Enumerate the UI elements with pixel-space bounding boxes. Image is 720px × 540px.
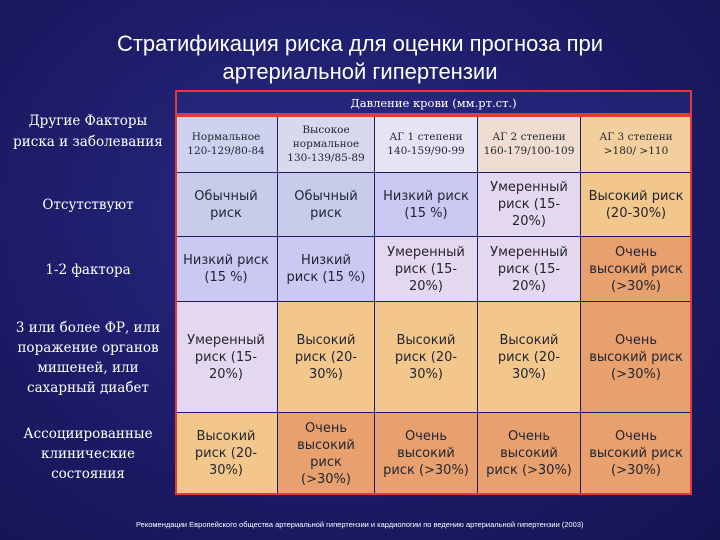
risk-cell: Очень высокий риск (>30%) — [478, 413, 581, 495]
column-range: 160-179/100-109 — [483, 144, 575, 157]
risk-cell: Очень высокий риск (>30%) — [278, 413, 375, 495]
risk-cell: Низкий риск (15 %) — [278, 237, 375, 302]
risk-cell: Очень высокий риск (>30%) — [375, 413, 478, 495]
risk-cell: Высокий риск (20-30%) — [375, 302, 478, 413]
risk-factor-label: Ассоциированные клинические состояния — [23, 426, 153, 482]
risk-cell: Умеренный риск (15-20%) — [375, 237, 478, 302]
page-title: Стратификация риска для оценки прогноза … — [40, 30, 680, 86]
column-name: АГ 1 степени — [389, 130, 463, 143]
risk-factor-label: 3 или более ФР, или поражение органов ми… — [15, 319, 161, 396]
risk-cell: Умеренный риск (15-20%) — [175, 302, 278, 413]
risk-cell: Высокий риск (20-30%) — [278, 302, 375, 413]
risk-cell: Умеренный риск (15-20%) — [478, 173, 581, 237]
column-header: Высокое нормальное 130-139/85-89 — [278, 115, 375, 173]
column-name: Нормальное — [191, 130, 261, 143]
column-range: 140-159/90-99 — [387, 144, 465, 157]
title-line-1: Стратификация риска для оценки прогноза … — [116, 31, 604, 56]
column-header: АГ 1 степени 140-159/90-99 — [375, 115, 478, 173]
risk-factor-label: 1-2 фактора — [45, 261, 131, 278]
column-name: АГ 3 степени — [599, 130, 673, 143]
column-name: Высокое нормальное — [292, 123, 360, 150]
risk-factor-label: Отсутствуют — [42, 197, 134, 213]
risk-cell: Очень высокий риск (>30%) — [581, 237, 692, 302]
column-header: Нормальное 120-129/80-84 — [175, 115, 278, 173]
risk-cell: Обычный риск — [175, 173, 278, 237]
risk-cell: Высокий риск (20-30%) — [175, 413, 278, 495]
row-header-label: Другие Факторы риска и заболевания — [13, 113, 163, 150]
risk-cell: Очень высокий риск (>30%) — [581, 302, 692, 413]
column-name: АГ 2 степени — [492, 130, 566, 143]
column-range: >180/ >110 — [603, 144, 669, 157]
risk-cell: Очень высокий риск (>30%) — [581, 413, 692, 495]
risk-cell: Низкий риск (15 %) — [175, 237, 278, 302]
column-range: 120-129/80-84 — [187, 144, 265, 157]
blood-pressure-header: Давление крови (мм.рт.ст.) — [175, 90, 692, 115]
footnote: Рекомендации Европейского общества артер… — [136, 520, 584, 529]
column-range: 130-139/85-89 — [287, 151, 365, 164]
risk-cell: Высокий риск (20-30%) — [581, 173, 692, 237]
column-header: АГ 3 степени >180/ >110 — [581, 115, 692, 173]
risk-cell: Высокий риск (20-30%) — [478, 302, 581, 413]
title-line-2: артериальной гипертензии — [222, 59, 498, 84]
column-header: АГ 2 степени 160-179/100-109 — [478, 115, 581, 173]
risk-cell: Обычный риск — [278, 173, 375, 237]
risk-cell: Умеренный риск (15-20%) — [478, 237, 581, 302]
risk-cell: Низкий риск (15 %) — [375, 173, 478, 237]
